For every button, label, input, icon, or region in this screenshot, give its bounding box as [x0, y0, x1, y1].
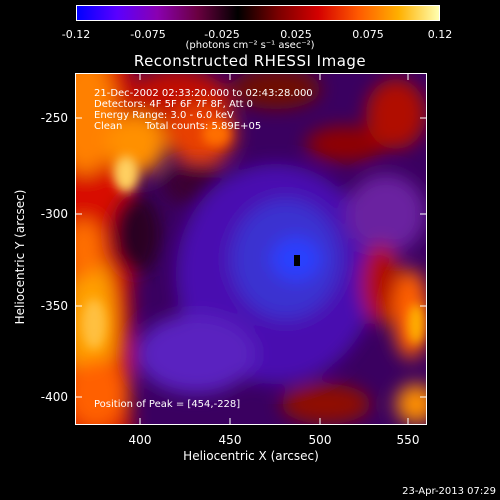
energy-annotation: Energy Range: 3.0 - 6.0 keV	[94, 110, 234, 121]
colorbar-tick: -0.025	[204, 28, 240, 41]
x-tick: 500	[308, 433, 332, 447]
x-axis-label: Heliocentric X (arcsec)	[183, 449, 319, 463]
peak-marker	[294, 255, 300, 266]
y-tick: -250	[40, 111, 68, 125]
y-tick: -300	[40, 207, 68, 221]
colorbar-tick: 0.075	[352, 28, 384, 41]
rhessi-image-svg	[76, 74, 426, 424]
x-tick: 450	[218, 433, 242, 447]
image-title: Reconstructed RHESSI Image	[133, 52, 367, 70]
footer-timestamp: 23-Apr-2013 07:29	[402, 486, 496, 497]
time-range-annotation: 21-Dec-2002 02:33:20.000 to 02:43:28.000	[94, 88, 313, 99]
method-annotation: Clean	[94, 121, 123, 132]
colorbar-tick: -0.12	[61, 28, 91, 41]
colorbar-tick: 0.12	[427, 28, 453, 41]
y-axis-label: Heliocentric Y (arcsec)	[13, 189, 27, 325]
rhessi-image	[75, 73, 427, 425]
x-tick: 550	[396, 433, 420, 447]
detectors-annotation: Detectors: 4F 5F 6F 7F 8F, Att 0	[94, 99, 254, 110]
colorbar-tick: 0.025	[280, 28, 312, 41]
colorbar	[76, 5, 440, 21]
colorbar-units: (photons cm⁻² s⁻¹ asec⁻²)	[185, 40, 315, 51]
y-tick: -400	[40, 390, 68, 404]
counts-annotation: Total counts: 5.89E+05	[145, 121, 262, 132]
y-tick: -350	[40, 299, 68, 313]
peak-annotation: Position of Peak = [454,-228]	[94, 399, 241, 410]
x-tick: 400	[128, 433, 152, 447]
colorbar-tick: -0.075	[130, 28, 166, 41]
